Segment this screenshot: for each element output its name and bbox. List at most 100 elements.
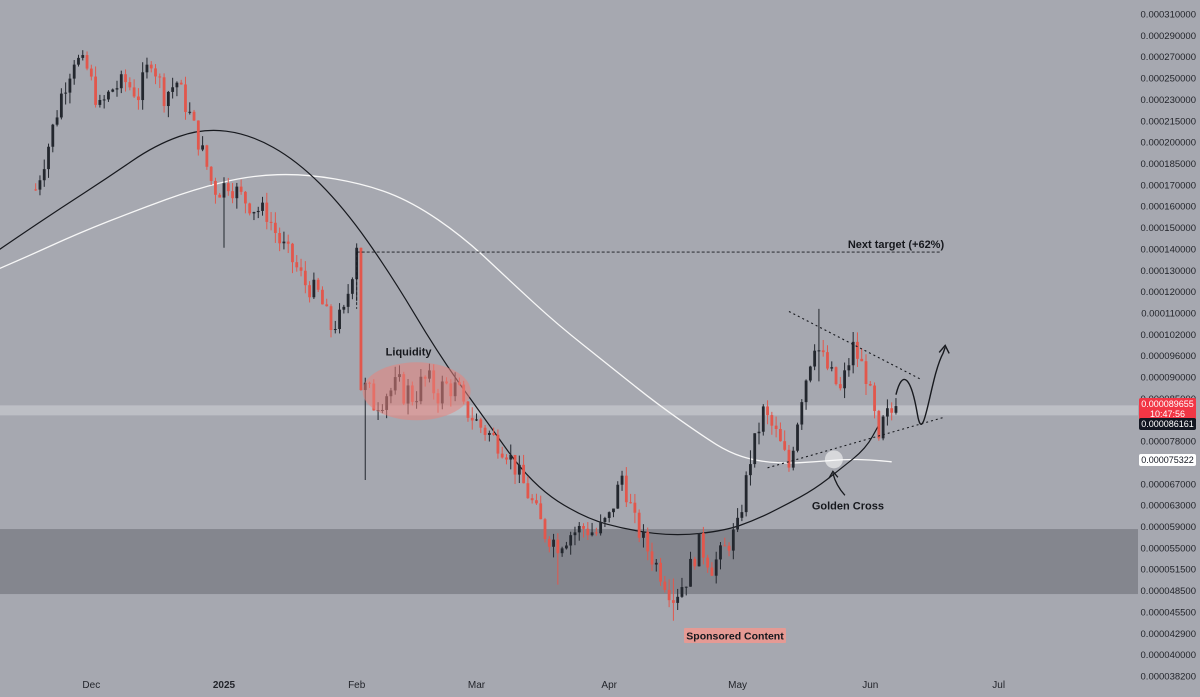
candle [141, 62, 145, 110]
candle [701, 526, 705, 565]
candle-body [107, 91, 110, 100]
candle-body [102, 99, 106, 101]
candle [85, 51, 89, 71]
y-tick-label: 0.000048500 [1141, 586, 1196, 597]
candle-body [239, 186, 243, 192]
candle-body [808, 366, 812, 381]
y-tick-label: 0.000185000 [1141, 159, 1196, 170]
candle-body [235, 186, 239, 199]
candle [496, 429, 500, 459]
candle-body [676, 596, 680, 603]
ma-light-line [0, 173, 892, 464]
candle [761, 404, 765, 436]
y-tick-label: 0.000090000 [1141, 373, 1196, 384]
level1-price-value: 0.000086161 [1141, 419, 1194, 429]
candle-body [137, 96, 140, 101]
candle [565, 541, 568, 550]
candle-body [719, 545, 722, 560]
candle-body [543, 519, 547, 539]
candle-body [34, 189, 38, 191]
candle [299, 258, 303, 277]
candle-body [800, 402, 804, 425]
candle-body [770, 415, 774, 426]
candle-body [654, 562, 658, 565]
candle [693, 556, 697, 570]
candle [47, 143, 50, 178]
candle-body [295, 262, 299, 268]
y-tick-label: 0.000160000 [1141, 202, 1196, 213]
candle-body [244, 191, 247, 204]
candle [612, 508, 615, 518]
support-zone [0, 529, 1138, 595]
candle [248, 202, 252, 216]
x-tick-label: Jun [862, 680, 878, 691]
candle-body [890, 408, 894, 413]
candle [530, 494, 534, 504]
candle-body [119, 74, 123, 89]
candle [667, 579, 671, 608]
candle [834, 366, 838, 386]
candle [556, 533, 560, 585]
candle [158, 73, 162, 89]
candle [672, 578, 675, 621]
y-tick-label: 0.000290000 [1141, 31, 1196, 42]
candle-body [701, 533, 705, 558]
candle [826, 345, 829, 371]
golden-cross-label: Golden Cross [812, 500, 884, 512]
candle [492, 427, 496, 436]
candle-body [256, 210, 260, 213]
candle-body [325, 304, 329, 307]
candle [577, 522, 581, 541]
candle-body [496, 434, 500, 454]
candle [333, 320, 337, 334]
candle-body [757, 431, 761, 434]
liquidity-label: Liquidity [386, 346, 433, 358]
current-price-value: 0.000089655 [1141, 399, 1194, 409]
y-tick-label: 0.000055000 [1141, 543, 1196, 554]
candle [624, 467, 628, 508]
y-tick-label: 0.000150000 [1141, 223, 1196, 234]
candle [154, 64, 157, 85]
candle [753, 433, 757, 468]
projection-path [895, 347, 946, 425]
candle-body [586, 528, 590, 536]
candle [676, 588, 680, 610]
candle-body [539, 503, 543, 520]
candle [351, 277, 354, 300]
candle [856, 332, 859, 367]
candle [119, 70, 123, 94]
candle [517, 455, 521, 484]
candle [346, 284, 350, 314]
candle [680, 577, 684, 598]
candle [269, 212, 273, 231]
y-tick-label: 0.000038200 [1141, 672, 1196, 683]
candle-body [766, 406, 769, 416]
candle [509, 444, 513, 470]
candle [543, 517, 547, 543]
candle-body [308, 285, 311, 298]
candle-body [175, 82, 179, 88]
candle [321, 286, 324, 305]
candle [586, 522, 590, 541]
candle [642, 524, 645, 548]
candle-body [192, 111, 196, 121]
candle-body [877, 410, 881, 439]
candle-body [329, 306, 333, 331]
x-tick-label: Jul [992, 680, 1005, 691]
candle-body [312, 279, 316, 298]
candle-body [269, 221, 273, 223]
candle-body [689, 558, 692, 587]
y-tick-label: 0.000078000 [1141, 437, 1196, 448]
candle [102, 95, 106, 109]
candle [706, 554, 710, 573]
golden-cross-arrowhead [828, 470, 839, 479]
candle [804, 379, 808, 410]
candle [124, 69, 127, 92]
candle [535, 493, 538, 505]
candle-body [783, 441, 787, 450]
candle [629, 493, 632, 504]
candle-body [740, 512, 744, 518]
next-target-label: Next target (+62%) [848, 239, 945, 251]
candle [616, 481, 620, 509]
